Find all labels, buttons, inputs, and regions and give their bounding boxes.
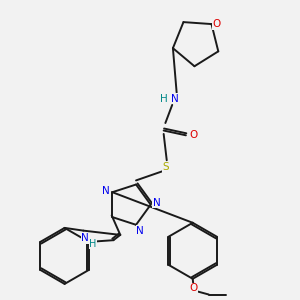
Text: O: O — [189, 284, 197, 293]
Text: S: S — [163, 162, 170, 172]
Text: N: N — [81, 233, 89, 243]
Text: H: H — [89, 238, 97, 249]
Text: O: O — [189, 130, 197, 140]
Text: N: N — [171, 94, 178, 104]
Text: O: O — [212, 19, 221, 29]
Text: N: N — [153, 198, 161, 208]
Text: N: N — [136, 226, 144, 236]
Text: N: N — [102, 185, 110, 196]
Text: H: H — [160, 94, 168, 104]
